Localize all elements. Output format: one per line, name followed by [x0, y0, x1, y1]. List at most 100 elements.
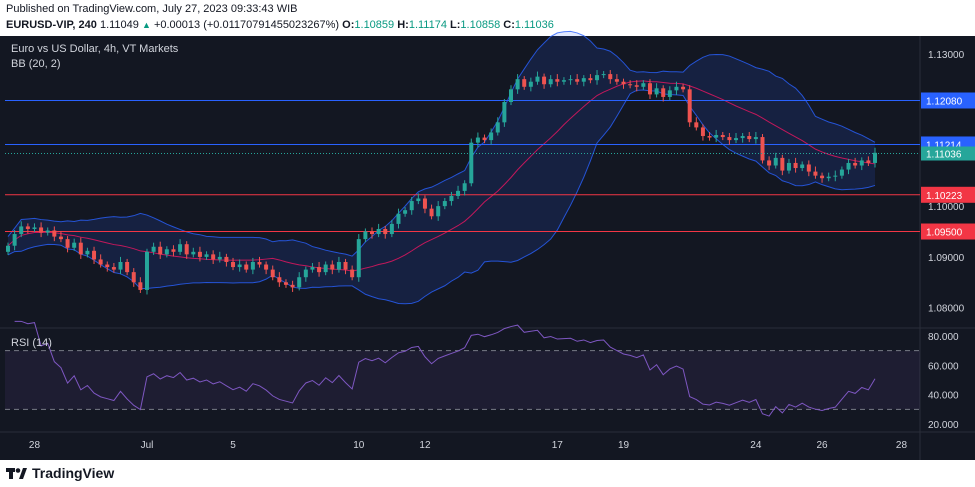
time-tick-label: 28	[896, 440, 908, 451]
candle-body	[125, 261, 130, 273]
candle-body	[389, 223, 394, 235]
candle-body	[144, 251, 149, 290]
symbol-label: EURUSD-VIP, 240	[6, 19, 97, 31]
open-value: 1.10859	[354, 19, 395, 31]
candle-body	[654, 88, 659, 95]
candle-body	[767, 160, 772, 166]
candle-body	[548, 79, 553, 85]
candle-body	[350, 269, 355, 278]
candle-body	[409, 201, 414, 211]
candle-body	[727, 137, 732, 141]
candle-body	[859, 160, 864, 166]
time-tick-label: 17	[552, 440, 564, 451]
candle-body	[588, 78, 593, 81]
candle-body	[714, 135, 719, 138]
time-tick-label: 24	[750, 440, 762, 451]
time-tick-label: 12	[419, 440, 431, 451]
candle-body	[853, 162, 858, 166]
candle-body	[25, 226, 30, 229]
candle-body	[6, 245, 10, 252]
level-price-box	[921, 223, 975, 240]
price-tick-label: 1.09000	[928, 253, 965, 264]
candle-body	[164, 249, 169, 255]
candle-body	[462, 183, 467, 191]
candle-body	[839, 169, 844, 176]
candle-body	[98, 259, 103, 265]
candle-body	[32, 227, 37, 229]
candle-body	[846, 162, 851, 170]
candle-body	[12, 234, 17, 246]
rsi-legend[interactable]: RSI (14)	[11, 337, 52, 349]
rsi-tick-label: 80.000	[928, 332, 959, 343]
candle-body	[753, 137, 758, 140]
candle-body	[429, 208, 434, 217]
price-tick-label: 1.13000	[928, 50, 965, 61]
candle-body	[383, 228, 388, 235]
candle-body	[515, 79, 520, 90]
footer-bar: TradingView	[0, 460, 975, 487]
candle-body	[747, 136, 752, 140]
level-price-box	[921, 186, 975, 203]
candle-body	[820, 175, 825, 179]
candle-body	[813, 171, 818, 176]
price-chart[interactable]: 1.13000 1.10000 1.09000 1.08000 1.12080 1.112…	[0, 0, 975, 460]
candle-body	[72, 242, 77, 248]
rsi-band-fill	[5, 350, 920, 410]
low-label: L:	[450, 19, 461, 31]
candle-body	[793, 162, 798, 169]
candle-body	[403, 210, 408, 214]
last-price: 1.11049	[99, 19, 139, 31]
bb-legend[interactable]: BB (20, 2)	[11, 58, 61, 70]
candle-body	[508, 89, 513, 103]
candle-body	[700, 127, 705, 137]
candle-body	[773, 157, 778, 166]
tradingview-logo[interactable]: TradingView	[6, 465, 114, 481]
bb-band-fill	[8, 31, 875, 304]
rsi-tick-label: 20.000	[928, 420, 959, 431]
bb-lower-line	[7, 89, 876, 305]
candle-body	[138, 282, 143, 290]
candle-body	[396, 213, 401, 224]
candle-body	[197, 251, 202, 257]
price-change: +0.00013 (+0.01170791455023267%)	[153, 19, 340, 31]
candle-body	[442, 201, 447, 207]
candle-body	[555, 79, 560, 82]
candle-body	[416, 198, 421, 202]
candle-body	[469, 142, 474, 184]
candle-body	[621, 81, 626, 85]
candle-body	[231, 261, 236, 268]
candle-body	[290, 284, 295, 288]
candle-body	[158, 246, 163, 255]
candle-body	[707, 136, 712, 138]
last-price-box	[921, 146, 975, 161]
candle-body	[595, 75, 600, 81]
candle-body	[647, 83, 652, 95]
candle-body	[542, 76, 547, 85]
candle-body	[52, 230, 57, 237]
candle-body	[330, 264, 335, 270]
candle-body	[118, 261, 123, 270]
tradingview-logo-icon	[6, 466, 28, 480]
chart-title[interactable]: Euro vs US Dollar, 4h, VT Markets	[11, 43, 179, 55]
candle-body	[211, 254, 216, 260]
candle-body	[482, 137, 487, 141]
candle-body	[866, 160, 871, 163]
high-label: H:	[397, 19, 409, 31]
candle-body	[694, 122, 699, 128]
bb-upper-line	[7, 30, 876, 257]
candle-body	[171, 249, 176, 252]
candle-body	[277, 277, 282, 283]
tradingview-brand: TradingView	[32, 465, 115, 481]
candle-body	[575, 79, 580, 82]
candle-body	[634, 85, 639, 87]
candle-body	[667, 90, 672, 97]
candle-body	[237, 264, 242, 268]
up-arrow-icon: ▲	[141, 20, 151, 30]
low-value: 1.10858	[460, 19, 501, 31]
candle-body	[614, 79, 619, 82]
candle-body	[39, 227, 44, 233]
candle-body	[780, 157, 785, 171]
candle-body	[356, 239, 361, 278]
candle-body	[92, 250, 97, 260]
time-tick-label: 19	[618, 440, 630, 451]
